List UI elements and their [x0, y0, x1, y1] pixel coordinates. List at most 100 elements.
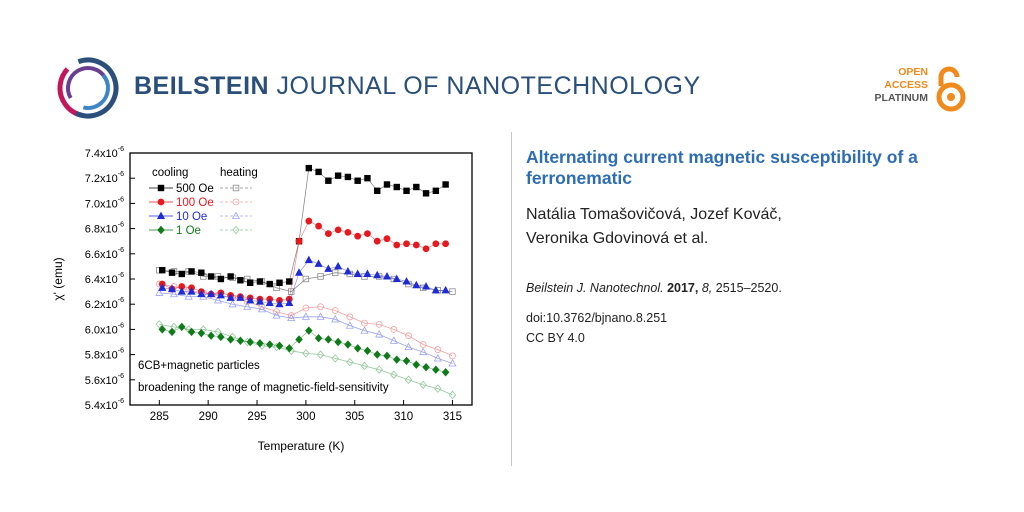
cooling-point [255, 297, 265, 305]
heating-point [287, 312, 295, 319]
citation: Beilstein J. Nanotechnol. 2017, 8, 2515–… [526, 280, 782, 296]
legend-cooling-marker [157, 184, 165, 192]
cooling-point [402, 277, 411, 285]
cooling-point [403, 187, 410, 194]
y-tick-exponent: -6 [118, 247, 124, 254]
y-tick-exponent: -6 [118, 196, 124, 203]
cooling-point [159, 266, 166, 274]
heating-point [317, 303, 324, 311]
cooling-point [177, 287, 186, 295]
heating-point [361, 319, 368, 327]
cooling-point [246, 295, 255, 304]
cooling-point [353, 344, 362, 353]
cooling-point [178, 270, 185, 278]
cooling-point [285, 298, 294, 306]
heating-point [419, 341, 427, 348]
journal-logo-icon [57, 57, 119, 119]
legend-label: 1 Oe [176, 225, 201, 237]
y-tick-exponent: -6 [118, 373, 124, 380]
citation-year: 2017, [667, 281, 699, 295]
heating-point [419, 380, 427, 390]
oa-line-platinum: PLATINUM [874, 92, 928, 104]
cooling-point [432, 365, 440, 374]
heating-point [405, 332, 412, 340]
cooling-point [324, 335, 333, 344]
y-tick-label: 6.0x10-6 [85, 322, 124, 336]
x-axis-label: Temperature (K) [258, 439, 345, 453]
cooling-point [383, 351, 391, 361]
heating-point [316, 350, 325, 359]
cooling-point [216, 290, 225, 299]
heating-point [287, 313, 296, 322]
cooling-point [178, 322, 186, 332]
heating-point [448, 390, 457, 400]
cooling-point [334, 337, 342, 347]
heating-point [346, 313, 354, 321]
legend-heating-marker [232, 198, 240, 206]
cooling-point [393, 183, 400, 191]
heating-point [155, 288, 164, 296]
heating-line [159, 323, 453, 396]
heating-point [360, 361, 369, 371]
cooling-point [187, 327, 196, 337]
cooling-point [314, 334, 323, 343]
legend-heating-marker [232, 225, 240, 235]
series-100-oe [155, 217, 456, 360]
cooling-point [422, 245, 430, 253]
citation-journal: Beilstein J. Nanotechnol. [526, 281, 664, 295]
y-tick-exponent: -6 [118, 272, 124, 279]
heating-point [433, 353, 442, 362]
cooling-point [305, 326, 313, 335]
oa-line-open: OPEN [898, 66, 928, 78]
y-tick-exponent: -6 [118, 171, 124, 178]
cooling-point [314, 259, 323, 267]
heating-point [390, 325, 398, 333]
cooling-point [256, 278, 264, 285]
cooling-point [421, 282, 431, 290]
heating-point [419, 347, 428, 356]
cooling-point [217, 275, 225, 283]
legend-header-heating: heating [220, 167, 258, 179]
heating-point [169, 289, 179, 298]
series-500-oe [156, 164, 456, 295]
article-title[interactable]: Alternating current magnetic susceptibil… [526, 147, 918, 188]
cooling-point [324, 230, 332, 238]
cooling-point [246, 337, 254, 347]
heating-point [404, 375, 413, 385]
heating-point [434, 384, 442, 393]
heating-line [159, 292, 453, 364]
cooling-point [187, 287, 196, 295]
doi-link[interactable]: doi:10.3762/bjnano.8.251 [526, 311, 668, 325]
y-tick-label: 7.0x10-6 [85, 196, 124, 210]
heating-point [302, 275, 310, 283]
x-tick-label: 305 [345, 411, 364, 423]
legend-label: 500 Oe [176, 183, 214, 195]
x-tick-label: 300 [296, 411, 315, 423]
cooling-point [432, 240, 440, 248]
heating-point [345, 321, 354, 329]
cooling-point [364, 174, 371, 182]
cooling-point [276, 279, 283, 286]
heating-point [228, 299, 237, 308]
heating-point [375, 320, 383, 328]
cooling-point [441, 368, 450, 377]
heating-point [302, 349, 310, 358]
cooling-point [315, 222, 322, 230]
citation-volume: 8, [701, 281, 713, 295]
heating-point [155, 320, 164, 329]
cooling-point [354, 232, 362, 240]
license[interactable]: CC BY 4.0 [526, 331, 585, 345]
heating-point [316, 312, 325, 320]
cooling-point [207, 331, 215, 340]
y-tick-exponent: -6 [118, 348, 124, 355]
cooling-point [167, 284, 177, 293]
cooling-point [334, 261, 343, 270]
y-tick-label: 6.6x10-6 [85, 247, 124, 261]
cooling-point [403, 240, 410, 248]
cooling-point [344, 173, 352, 181]
heating-point [213, 295, 223, 304]
cooling-point [265, 340, 274, 349]
susceptibility-chart: 5.4x10-6 5.6x10-6 5.8x10-6 6.0x10-6 6.2x10-6… [52, 146, 473, 453]
oa-line-access: ACCESS [884, 79, 928, 91]
y-tick-label: 6.8x10-6 [85, 222, 124, 236]
